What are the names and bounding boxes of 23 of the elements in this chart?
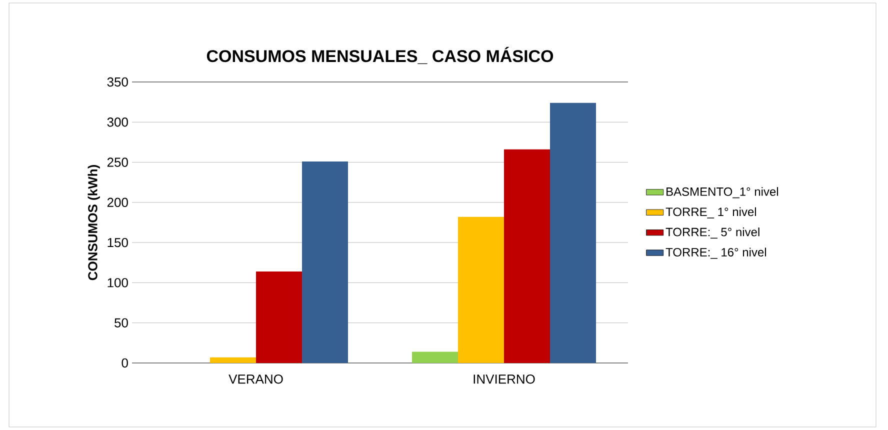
- y-tick-label: 50: [114, 318, 128, 328]
- y-tick-label: 150: [108, 238, 128, 248]
- y-tick-label: 100: [108, 278, 128, 288]
- x-tick-label: INVIERNO: [474, 374, 535, 384]
- x-tick-label: VERANO: [228, 374, 283, 384]
- legend-label: TORRE_ 1° nivel: [666, 207, 756, 218]
- y-axis-title: CONSUMOS (kWh): [88, 165, 100, 280]
- chart-title: CONSUMOS MENSUALES_ CASO MÁSICO: [206, 46, 554, 64]
- y-tick-label: 300: [107, 118, 128, 127]
- legend-label: BASMENTO_1° nivel: [666, 187, 778, 198]
- bar: [302, 161, 348, 363]
- bar: [458, 216, 504, 363]
- y-tick-label: 250: [107, 158, 128, 167]
- y-tick-label: 200: [107, 198, 128, 208]
- bar: [256, 271, 302, 363]
- y-tick-label: 0: [122, 358, 128, 368]
- y-tick-label: 350: [107, 77, 128, 87]
- bar: [504, 149, 550, 363]
- bar: [210, 357, 256, 363]
- legend-label: TORRE:_ 16° nivel: [666, 248, 766, 259]
- legend-label: TORRE:_ 5° nivel: [666, 227, 760, 239]
- bar: [412, 352, 458, 363]
- bar: [550, 102, 596, 363]
